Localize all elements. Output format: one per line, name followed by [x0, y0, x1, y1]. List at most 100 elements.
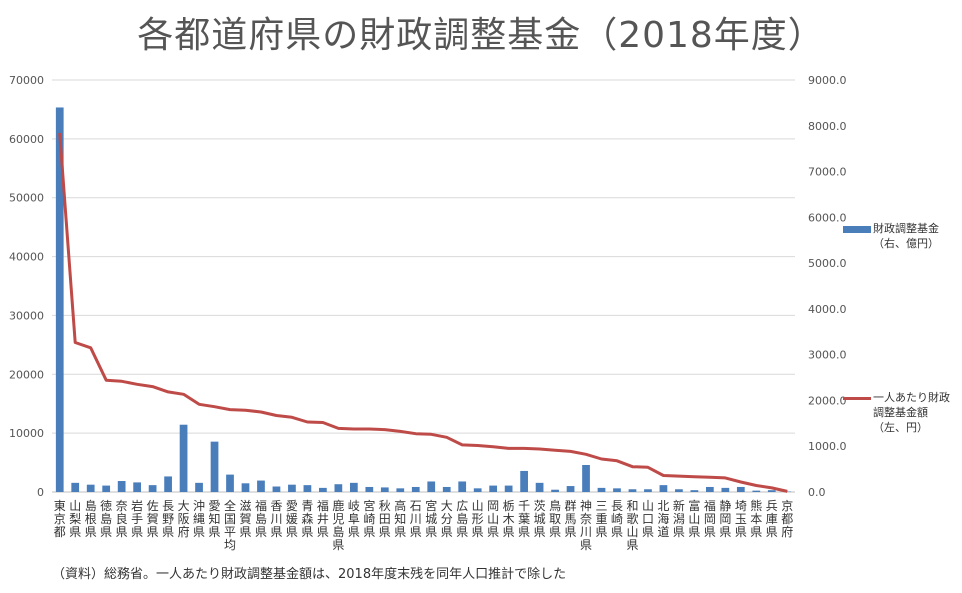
bar — [303, 485, 312, 492]
category-label: 三重県 — [596, 499, 608, 539]
bar — [675, 489, 683, 492]
left-axis: 0 10000 20000 30000 40000 50000 60000 70000 — [9, 74, 44, 499]
legend-line-sub2: （左、円） — [873, 421, 928, 434]
category-label: 奈良県 — [116, 499, 128, 539]
category-label: 石川県 — [410, 499, 422, 539]
category-label: 長崎県 — [611, 499, 623, 539]
per-capita-line — [58, 132, 788, 493]
category-label: 宮城県 — [425, 498, 437, 539]
left-tick-label: 0 — [37, 486, 44, 499]
bar — [613, 488, 621, 492]
category-label: 徳島県 — [100, 498, 112, 539]
bar — [226, 474, 234, 492]
category-label: 岡山県 — [487, 499, 499, 539]
left-tick-label: 70000 — [9, 74, 44, 87]
bar — [257, 480, 265, 492]
bar — [288, 484, 296, 492]
right-tick-label: 6000.0 — [808, 211, 847, 224]
category-label: 大分県 — [441, 499, 453, 539]
legend-line: 一人あたり財政 調整基金額 （左、円） — [843, 390, 950, 435]
right-tick-label: 7000.0 — [808, 166, 847, 179]
bar — [721, 487, 730, 492]
bar — [520, 470, 528, 492]
category-label: 香川県 — [270, 499, 282, 539]
bar — [380, 487, 389, 492]
bar — [597, 487, 606, 492]
bar-series — [55, 107, 792, 492]
category-label: 青森県 — [301, 499, 313, 539]
bar — [566, 486, 575, 492]
category-label: 岐阜県 — [348, 499, 360, 539]
category-label: 埼玉県 — [735, 499, 747, 539]
category-label: 茨城県 — [534, 499, 546, 539]
category-label: 新潟県 — [673, 498, 685, 539]
category-label: 広島県 — [456, 499, 468, 539]
bar — [551, 489, 559, 492]
bar — [504, 485, 513, 492]
category-label: 福井県 — [317, 498, 329, 539]
category-label: 高知県 — [394, 498, 406, 539]
category-label: 秋田県 — [379, 499, 391, 539]
category-label: 沖縄県 — [193, 499, 205, 539]
right-tick-label: 0.0 — [808, 486, 826, 499]
category-label: 福島県 — [255, 498, 267, 539]
category-label: 宮崎県 — [363, 498, 375, 539]
category-label: 全国平均 — [224, 498, 236, 552]
bar — [365, 486, 374, 492]
bar — [164, 476, 172, 492]
category-label: 愛知県 — [209, 499, 221, 539]
left-tick-label: 10000 — [9, 427, 44, 440]
category-label: 鳥取県 — [549, 498, 561, 539]
bar — [319, 487, 327, 492]
x-axis-categories: 東京都山梨県島根県徳島県奈良県岩手県佐賀県長野県大阪府沖縄県愛知県全国平均滋賀県… — [54, 498, 794, 552]
category-label: 栃木県 — [503, 499, 515, 539]
line-series — [58, 132, 788, 493]
left-tick-label: 20000 — [9, 368, 44, 381]
left-tick-label: 50000 — [9, 192, 44, 205]
legend-bar-sub: （右、億円） — [873, 237, 939, 250]
bar — [489, 485, 498, 492]
bar — [628, 489, 637, 492]
bar — [71, 482, 80, 492]
bar — [396, 488, 405, 492]
right-tick-label: 9000.0 — [808, 74, 847, 87]
bar — [86, 484, 95, 492]
category-label: 東京都 — [54, 499, 66, 539]
category-label: 福岡県 — [704, 498, 716, 539]
category-label: 鹿児島県 — [332, 498, 344, 552]
category-label: 熊本県 — [750, 498, 762, 539]
bar — [117, 481, 126, 492]
left-tick-label: 60000 — [9, 133, 44, 146]
category-label: 佐賀県 — [147, 499, 159, 539]
right-tick-label: 3000.0 — [808, 349, 847, 362]
category-label: 岩手県 — [131, 498, 143, 539]
bar — [55, 107, 64, 492]
bar — [644, 489, 652, 492]
category-label: 山梨県 — [69, 499, 81, 539]
bar — [705, 486, 714, 492]
bar — [736, 486, 745, 492]
category-label: 群馬県 — [565, 499, 577, 539]
bar — [659, 485, 668, 492]
right-tick-label: 1000.0 — [808, 440, 847, 453]
bar — [411, 486, 420, 492]
right-tick-label: 8000.0 — [808, 120, 847, 133]
bar — [535, 482, 544, 492]
bar — [133, 482, 142, 492]
bar — [179, 424, 188, 492]
bar — [690, 490, 699, 492]
category-label: 滋賀県 — [239, 499, 251, 539]
legend-line-label: 一人あたり財政 — [873, 391, 950, 404]
bar — [148, 485, 157, 492]
category-label: 神奈川県 — [580, 499, 592, 552]
bar — [272, 486, 281, 492]
legend-line-sub: 調整基金額 — [873, 406, 928, 419]
bar — [752, 490, 761, 492]
legend-bar-swatch — [843, 225, 871, 233]
source-note: （資料）総務省。一人あたり財政調整基金額は、2018年度末残を同年人口推計で除し… — [52, 567, 567, 582]
category-label: 和歌山県 — [626, 499, 638, 552]
right-tick-label: 5000.0 — [808, 257, 847, 270]
bar — [767, 490, 776, 492]
legend-line-swatch — [843, 396, 871, 400]
bar — [195, 482, 203, 492]
